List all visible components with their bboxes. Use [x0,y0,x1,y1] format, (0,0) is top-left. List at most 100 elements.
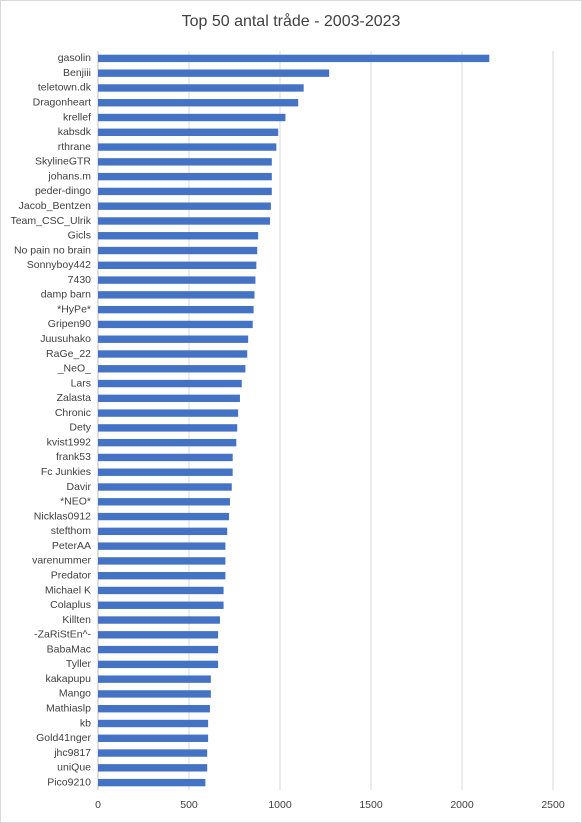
y-tick-label: Lars [71,377,91,389]
bar [98,143,277,151]
y-tick-label: Jacob_Bentzen [19,200,92,212]
y-tick-label: uniQue [57,762,91,774]
bar [98,69,330,77]
bar [98,734,209,742]
bar [98,350,248,358]
y-tick-label: kakapupu [45,673,91,685]
y-tick-label: krellef [63,111,91,123]
bar [98,542,226,550]
x-tick-label: 0 [95,799,101,811]
y-tick-label: *NEO* [60,496,91,508]
y-tick-label: BabaMac [47,643,91,655]
y-tick-label: johans.m [47,170,91,182]
bar [98,705,210,713]
bar [98,158,272,166]
y-tick-label: Davir [66,481,91,493]
bar [98,261,257,270]
chart-title: Top 50 antal tråde - 2003-2023 [182,12,401,30]
y-tick-label: Sonnyboy442 [27,259,91,271]
y-tick-label: Chronic [55,407,91,419]
y-tick-label: Gold41nger [36,732,91,744]
bar [98,424,238,432]
bar [98,99,299,107]
y-tick-label: Gripen90 [48,318,91,330]
y-tick-label: _NeO_ [57,363,91,375]
bar [98,778,206,787]
bar [98,291,255,299]
bar [98,690,211,698]
y-tick-label: stefthom [51,525,92,537]
bar [98,54,490,63]
bar [98,468,233,476]
y-tick-label: Michael K [45,584,91,596]
bar [98,498,230,506]
bar [98,84,304,92]
bar [98,438,237,447]
bar [98,601,224,609]
y-tick-label: frank53 [56,451,91,463]
bar [98,453,233,462]
y-tick-label: RaGe_22 [46,348,91,360]
y-tick-label: Killten [62,614,91,626]
y-tick-label: PeterAA [52,540,91,552]
bar [98,675,211,683]
y-tick-label: kvist1992 [47,436,92,448]
y-tick-label: Nicklas0912 [34,510,91,522]
bar [98,631,219,639]
bar [98,365,246,373]
bar [98,409,239,417]
bar [98,128,279,136]
x-tick-label: 2000 [450,799,474,811]
bar [98,394,240,403]
bar [98,483,232,491]
y-tick-label: damp barn [41,289,91,301]
bar [98,320,253,329]
y-tick-label: Dragonheart [33,97,91,109]
bar [98,335,249,343]
y-tick-label: Dety [69,422,91,434]
bar [98,586,224,595]
bar [98,202,271,210]
bar [98,719,209,728]
bar [98,512,230,521]
y-tick-label: *HyPe* [57,303,91,315]
y-tick-label: peder-dingo [35,185,91,197]
y-tick-label: Mathiaslp [46,702,91,714]
y-tick-label: SkylineGTR [35,156,91,168]
y-tick-label: Juusuhako [40,333,91,345]
x-tick-label: 1500 [359,799,383,811]
bar [98,246,258,255]
bar [98,232,259,240]
bar [98,217,270,225]
bar [98,187,272,196]
x-tick-label: 1000 [268,799,292,811]
y-tick-label: Mango [59,688,91,700]
y-tick-label: jhc9817 [53,747,91,759]
bar [98,557,226,565]
bar [98,645,219,654]
y-tick-label: teletown.dk [38,82,92,94]
y-tick-label: 7430 [68,274,92,286]
y-tick-label: gasolin [58,52,91,64]
bar [98,749,208,757]
bar [98,172,272,181]
bar [98,305,254,314]
bar [98,379,242,388]
y-tick-label: Pico9210 [47,776,91,788]
y-tick-label: kb [80,717,91,729]
y-tick-label: Predator [51,569,92,581]
y-tick-label: Colaplus [50,599,91,611]
y-tick-label: Zalasta [57,392,92,404]
bar [98,527,228,536]
y-tick-label: Fc Junkies [41,466,91,478]
bar [98,660,219,669]
y-tick-label: rthrane [58,141,91,153]
bar [98,764,208,772]
bar [98,571,226,580]
y-tick-label: kabsdk [58,126,92,138]
bar [98,616,220,624]
x-tick-label: 2500 [541,799,565,811]
y-tick-label: varenummer [32,555,91,567]
